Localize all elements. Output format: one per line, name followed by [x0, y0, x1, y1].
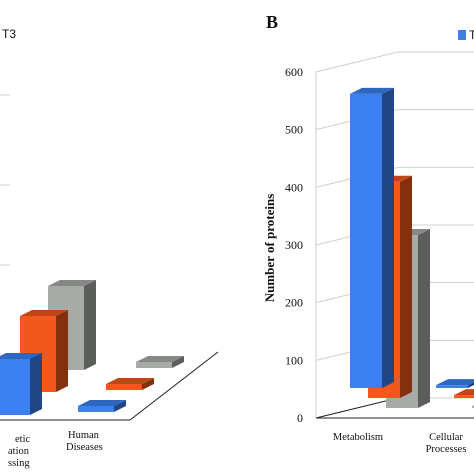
left-bar-c2-series-3 — [136, 356, 184, 368]
bar-metabolism-series-1 — [350, 87, 394, 389]
y-tick-label: 600 — [285, 65, 303, 79]
y-tick-label: 300 — [285, 238, 303, 252]
right-bars — [350, 87, 474, 408]
y-axis-title: Number of proteins — [262, 194, 277, 303]
y-tick-label: 400 — [285, 180, 303, 194]
y-tick-label: 200 — [285, 296, 303, 310]
right-legend: T — [458, 28, 474, 42]
y-tick-label: 100 — [285, 353, 303, 367]
left-category-label-1b: ation — [8, 446, 30, 457]
legend-swatch-blue — [458, 30, 466, 40]
left-bar-c2-series-1 — [78, 400, 126, 412]
category-label-cellular-1: Cellular — [429, 432, 463, 443]
left-category-label-1a: etic — [15, 434, 30, 445]
bar-cellular-processes-series-1 — [436, 379, 474, 388]
left-panel: etic ation ssing Human Diseases T3 — [0, 27, 219, 469]
gridline-diag — [315, 51, 399, 73]
right-y-ticks: 0 100 200 300 400 500 600 — [285, 65, 303, 425]
left-floor — [0, 351, 219, 421]
right-panel: B 0 100 200 300 400 500 600 Number of proteins… — [262, 12, 474, 455]
category-label-cellular-2: Processes — [426, 444, 467, 455]
legend-label: T — [469, 28, 474, 42]
right-floor — [315, 397, 474, 419]
left-category-label-1c: ssing — [8, 458, 30, 469]
y-tick-label: 0 — [297, 411, 303, 425]
left-category-label-2b: Diseases — [66, 442, 103, 453]
y-tick-label: 500 — [285, 123, 303, 137]
left-bar-c2-series-2 — [106, 378, 154, 390]
left-category-label-2a: Human — [68, 430, 100, 441]
category-label-metabolism: Metabolism — [333, 432, 383, 443]
left-bars — [0, 280, 184, 415]
panel-letter-b: B — [266, 12, 278, 32]
left-bar-c1-series-1 — [0, 353, 42, 415]
left-gridlines — [0, 94, 10, 266]
bar-cellular-processes-series-2 — [454, 389, 474, 398]
left-legend-text: T3 — [2, 27, 16, 41]
